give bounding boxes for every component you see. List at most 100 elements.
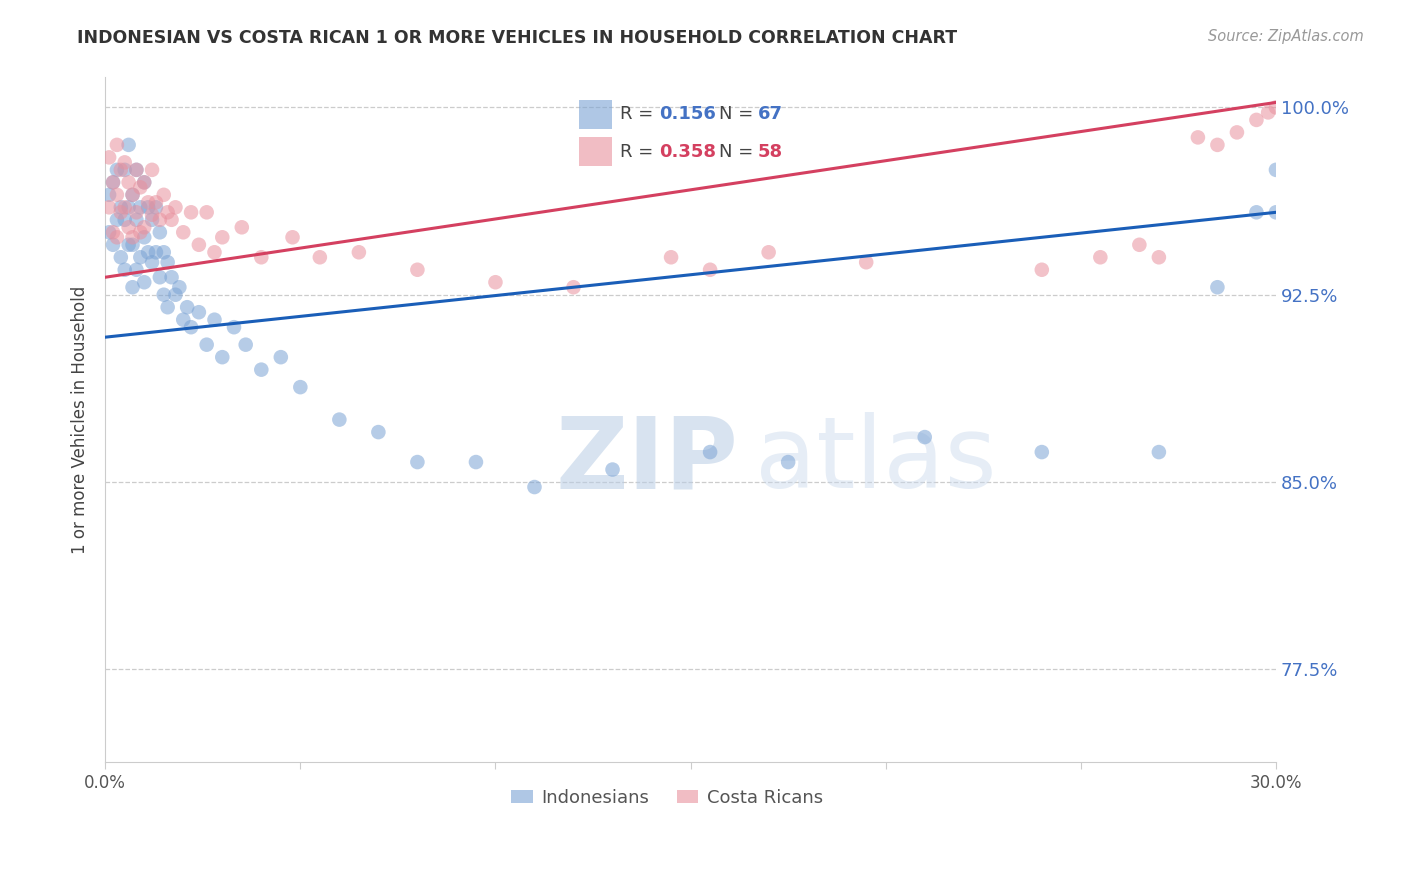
Point <box>308 250 330 264</box>
Point <box>1206 280 1229 294</box>
Point <box>101 175 124 189</box>
Point <box>602 462 624 476</box>
Point <box>117 200 139 214</box>
Point <box>195 205 218 219</box>
Point <box>114 162 136 177</box>
Point <box>136 245 159 260</box>
Point <box>406 455 429 469</box>
Point <box>101 175 124 189</box>
Point <box>101 225 124 239</box>
Text: Source: ZipAtlas.com: Source: ZipAtlas.com <box>1208 29 1364 44</box>
Point <box>145 200 167 214</box>
Point <box>699 262 721 277</box>
Point <box>121 237 143 252</box>
Point <box>235 337 257 351</box>
Point <box>129 250 152 264</box>
Point <box>134 230 156 244</box>
Point <box>114 200 136 214</box>
Y-axis label: 1 or more Vehicles in Household: 1 or more Vehicles in Household <box>72 285 89 554</box>
Point <box>347 245 370 260</box>
Point <box>1265 100 1288 114</box>
Point <box>121 280 143 294</box>
Point <box>523 480 546 494</box>
Point <box>328 412 350 426</box>
Point <box>105 187 128 202</box>
Point <box>129 200 152 214</box>
Point <box>125 162 148 177</box>
Point <box>187 237 209 252</box>
Point <box>121 230 143 244</box>
Point <box>562 280 585 294</box>
Point <box>134 220 156 235</box>
Point <box>914 430 936 444</box>
Point <box>134 175 156 189</box>
Point <box>98 187 121 202</box>
Point <box>98 225 121 239</box>
Point <box>659 250 682 264</box>
Point <box>98 150 121 164</box>
Point <box>1031 445 1053 459</box>
Point <box>110 162 132 177</box>
Point <box>699 445 721 459</box>
Point <box>117 237 139 252</box>
Point <box>110 205 132 219</box>
Point <box>117 175 139 189</box>
Point <box>117 137 139 152</box>
Point <box>1257 105 1279 120</box>
Text: ZIP: ZIP <box>555 412 738 509</box>
Point <box>125 205 148 219</box>
Point <box>778 455 800 469</box>
Point <box>110 250 132 264</box>
Point <box>1246 112 1268 127</box>
Point <box>145 245 167 260</box>
Point <box>855 255 877 269</box>
Point <box>125 162 148 177</box>
Point <box>156 300 179 314</box>
Point <box>211 230 233 244</box>
Point <box>465 455 488 469</box>
Point <box>105 212 128 227</box>
Point <box>165 287 187 301</box>
Point <box>114 262 136 277</box>
Point <box>1090 250 1112 264</box>
Point <box>367 425 389 439</box>
Point <box>1246 205 1268 219</box>
Point <box>136 195 159 210</box>
Point <box>149 225 172 239</box>
Point <box>187 305 209 319</box>
Legend: Indonesians, Costa Ricans: Indonesians, Costa Ricans <box>503 782 831 814</box>
Point <box>231 220 253 235</box>
Point <box>1187 130 1209 145</box>
Point <box>222 320 245 334</box>
Point <box>204 312 226 326</box>
Point <box>121 187 143 202</box>
Point <box>180 320 202 334</box>
Point <box>117 220 139 235</box>
Point <box>160 212 183 227</box>
Point <box>204 245 226 260</box>
Point <box>121 187 143 202</box>
Point <box>406 262 429 277</box>
Point <box>114 212 136 227</box>
Point <box>110 200 132 214</box>
Point <box>1147 250 1170 264</box>
Point <box>758 245 780 260</box>
Point <box>101 237 124 252</box>
Point <box>1031 262 1053 277</box>
Point <box>105 162 128 177</box>
Point <box>211 350 233 364</box>
Point <box>290 380 312 394</box>
Point <box>149 212 172 227</box>
Point <box>129 180 152 194</box>
Point <box>1265 162 1288 177</box>
Point <box>152 187 174 202</box>
Point <box>1226 125 1249 139</box>
Point <box>1128 237 1150 252</box>
Point <box>105 230 128 244</box>
Point <box>172 225 194 239</box>
Point <box>195 337 218 351</box>
Point <box>156 255 179 269</box>
Point <box>136 200 159 214</box>
Point <box>134 175 156 189</box>
Point <box>1265 205 1288 219</box>
